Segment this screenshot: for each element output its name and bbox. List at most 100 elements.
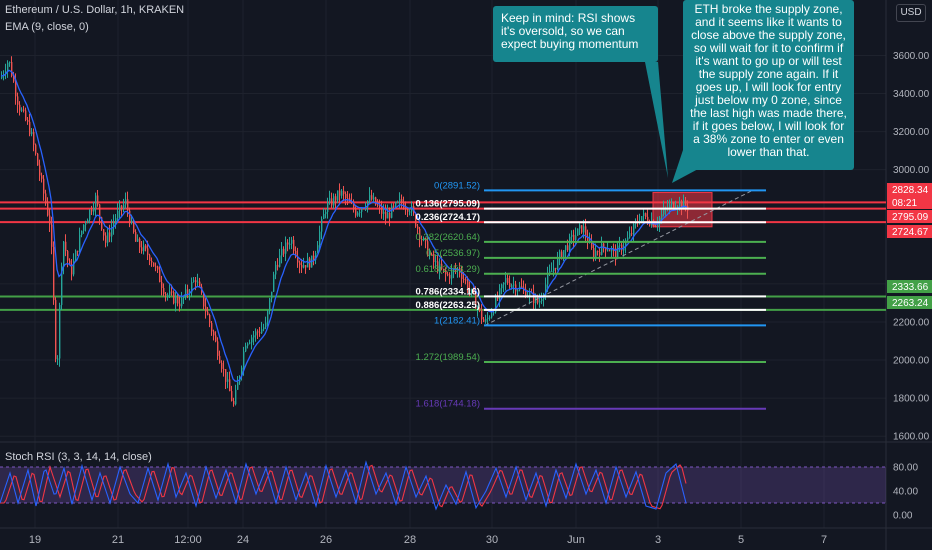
candle-body <box>179 303 181 307</box>
candle-body <box>283 248 285 254</box>
candle-body <box>121 205 123 209</box>
candle-body <box>131 220 133 224</box>
candle-body <box>79 234 81 252</box>
candle-body <box>247 343 249 346</box>
candle-body <box>183 297 185 299</box>
candle-body <box>521 286 523 288</box>
candle-body <box>611 248 613 252</box>
price-badge-label: 2795.09 <box>892 212 929 223</box>
trade-plan-callout[interactable]: ETH broke the supply zone, and it seems … <box>683 0 854 170</box>
candle-body <box>161 282 163 289</box>
candle-body <box>77 250 79 252</box>
fib-level-label: 0.886(2263.25) <box>416 300 480 311</box>
candle-body <box>45 193 47 204</box>
price-tick-label: 3000.00 <box>893 165 930 176</box>
fib-level-label: 0.5(2536.97) <box>426 248 480 259</box>
candle-body <box>29 121 31 135</box>
candle-body <box>491 313 493 318</box>
candle-body <box>91 209 93 212</box>
candle-body <box>233 400 235 405</box>
candle-body <box>603 243 605 248</box>
candle-body <box>157 266 159 270</box>
fib-level-label: 0(2891.52) <box>434 180 480 191</box>
stoch-k-line <box>0 460 687 511</box>
candle-body <box>71 265 73 275</box>
candle-body <box>1 76 3 79</box>
rsi-note-callout[interactable]: Keep in mind: RSI shows it's oversold, s… <box>493 6 658 62</box>
candle-body <box>113 222 115 228</box>
price-badge <box>887 280 932 293</box>
candle-body <box>451 270 453 279</box>
candle-body <box>225 369 227 382</box>
candle-body <box>251 337 253 343</box>
price-badge-label: 2333.66 <box>892 282 929 293</box>
price-tick-label: 1600.00 <box>893 432 930 443</box>
candle-body <box>5 71 7 75</box>
candle-body <box>191 282 193 293</box>
candle-body <box>541 299 543 302</box>
candle-body <box>95 195 97 209</box>
candle-body <box>461 272 463 279</box>
price-tick-label: 2200.00 <box>893 317 930 328</box>
candle-body <box>19 104 21 111</box>
candle-body <box>377 204 379 206</box>
candle-body <box>431 253 433 255</box>
candle-body <box>441 263 443 269</box>
candle-body <box>255 331 257 336</box>
candle-body <box>15 81 17 97</box>
fib-level-label: 0.618(2453.29) <box>416 264 480 275</box>
price-badge <box>887 210 932 223</box>
candle-body <box>549 271 551 274</box>
candle-body <box>583 226 585 233</box>
candle-body <box>139 238 141 248</box>
candle-body <box>381 206 383 214</box>
time-axis-label: 28 <box>404 534 416 546</box>
symbol-title: Ethereum / U.S. Dollar, 1h, KRAKEN <box>5 4 185 16</box>
candle-body <box>219 355 221 363</box>
candle-body <box>37 153 39 166</box>
currency-button[interactable]: USD <box>896 4 926 22</box>
candle-body <box>185 289 187 298</box>
candle-body <box>563 250 565 259</box>
candle-body <box>677 206 679 209</box>
candle-body <box>571 234 573 237</box>
candle-body <box>375 197 377 205</box>
candle-body <box>387 212 389 219</box>
candle-body <box>629 233 631 238</box>
fib-level-label: 1.272(1989.54) <box>416 352 480 363</box>
candle-body <box>149 255 151 261</box>
candle-body <box>463 278 465 280</box>
candle-body <box>419 228 421 240</box>
time-axis-label: 3 <box>655 534 661 546</box>
candle-body <box>151 260 153 263</box>
stoch-tick-label: 80.00 <box>893 463 918 474</box>
candle-body <box>285 242 287 254</box>
price-badge <box>887 183 932 196</box>
candle-body <box>417 226 419 229</box>
candle-body <box>231 391 233 401</box>
candle-body <box>107 232 109 243</box>
candle-body <box>333 196 335 206</box>
candle-body <box>369 195 371 201</box>
price-badge-label: 2724.67 <box>892 227 929 238</box>
candle-body <box>205 306 207 312</box>
candle-body <box>525 288 527 297</box>
candle-body <box>683 200 685 209</box>
candle-body <box>101 217 103 230</box>
candle-body <box>513 284 515 286</box>
time-axis-label: 12:00 <box>174 534 202 546</box>
candle-body <box>313 255 315 261</box>
price-tick-label: 2000.00 <box>893 356 930 367</box>
candle-body <box>263 327 265 330</box>
candle-body <box>213 331 215 336</box>
candle-body <box>475 293 477 309</box>
candle-body <box>337 190 339 201</box>
candle-body <box>673 202 675 210</box>
candle-body <box>13 75 15 82</box>
candle-body <box>281 248 283 256</box>
time-axis-label: 26 <box>320 534 332 546</box>
candle-body <box>165 293 167 296</box>
candle-body <box>427 241 429 256</box>
